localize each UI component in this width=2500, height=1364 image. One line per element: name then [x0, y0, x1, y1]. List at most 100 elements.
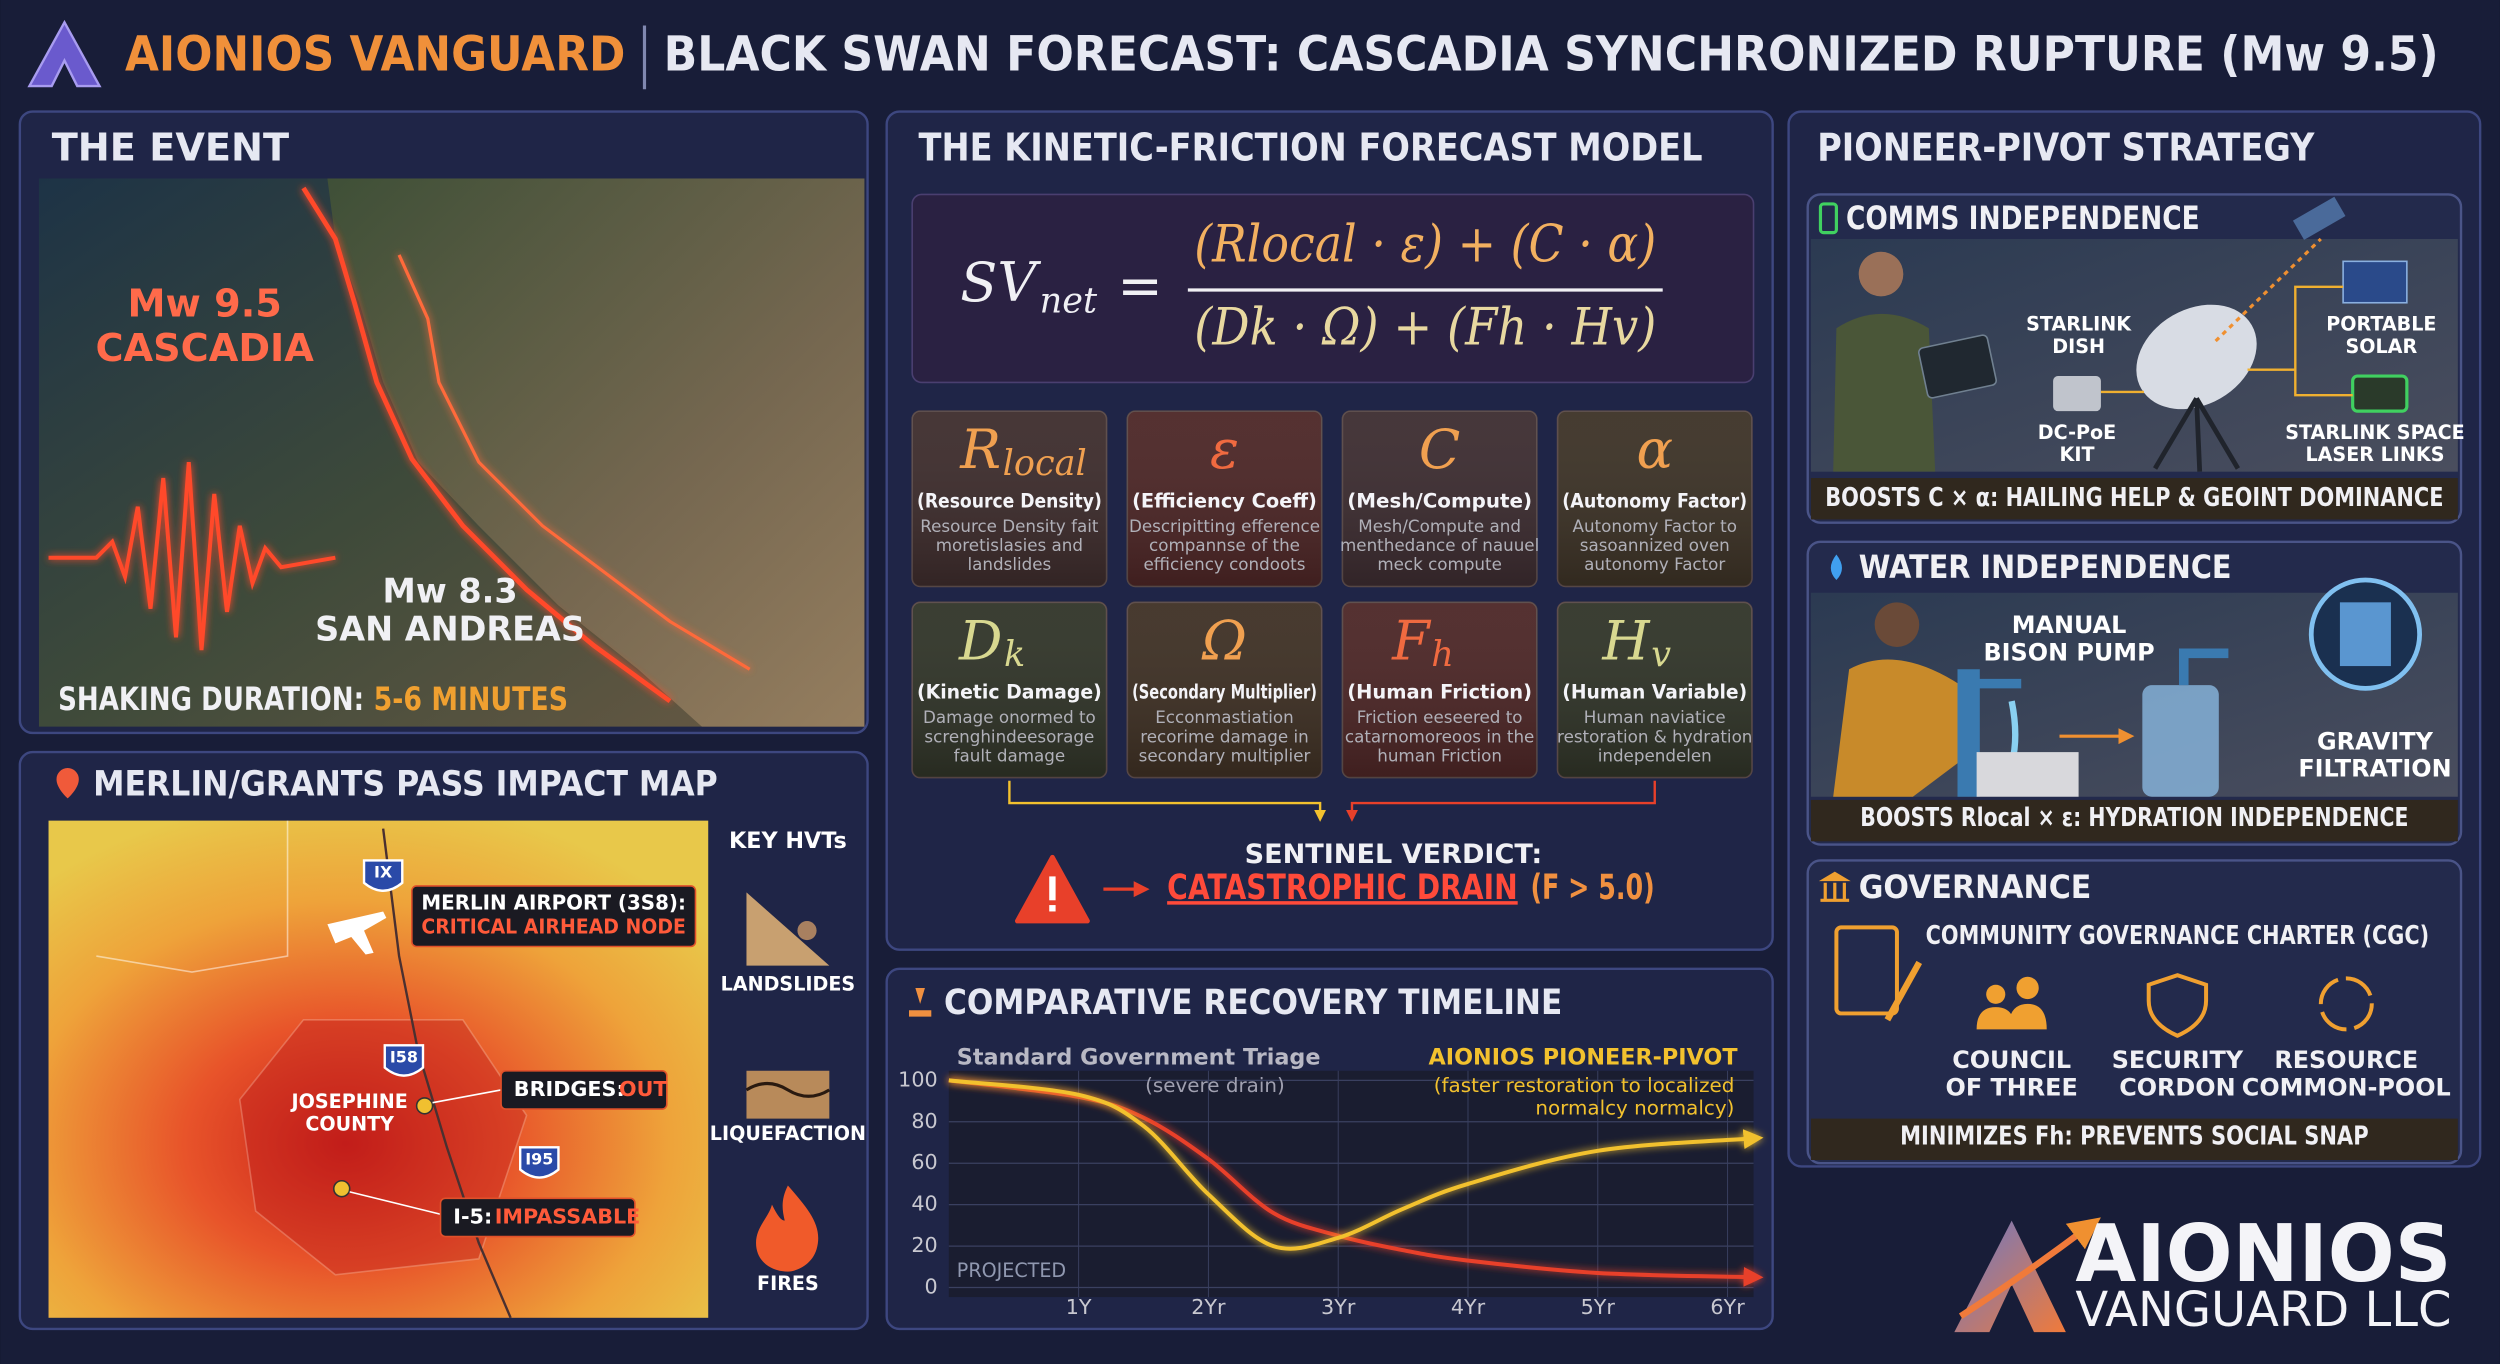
callout: [439, 1197, 636, 1238]
variable-desc: landslides: [968, 554, 1052, 574]
callout: [500, 1070, 668, 1110]
brand: AIONIOS VANGUARD: [125, 27, 625, 82]
card-sheen: [912, 411, 1107, 587]
panel-title: MERLIN/GRANTS PASS IMPACT MAP: [93, 764, 718, 805]
head: [2016, 976, 2039, 1000]
series-note: (faster restoration to localized: [1434, 1074, 1735, 1097]
person-body: [1833, 659, 1977, 797]
dish: [2136, 304, 2257, 410]
device-label: DC-PoE: [2038, 421, 2116, 444]
plane-icon: [327, 911, 387, 955]
warning-mark: [1049, 876, 1056, 901]
logo-suffix: VANGUARD LLC: [2075, 1283, 2451, 1338]
governance-card: [1806, 859, 2463, 1165]
poe-kit: [2053, 376, 2101, 412]
variable-desc: Friction eeseered to: [1357, 707, 1523, 727]
shield-label: IX: [374, 863, 392, 882]
panel-title: THE EVENT: [52, 126, 289, 170]
device-label: LASER LINKS: [2305, 443, 2444, 466]
variable-desc: Autonomy Factor to: [1573, 516, 1737, 536]
shield-label: I95: [525, 1150, 553, 1169]
tripod: [2153, 397, 2241, 472]
variable-desc: screnghindeesorage: [924, 726, 1094, 746]
variable-symbol: α: [1636, 418, 1673, 481]
variable-desc: autonomy Factor: [1584, 554, 1725, 574]
device-label: GRAVITY: [2317, 728, 2434, 756]
bucket: [1976, 752, 2079, 797]
landslide-icon: [746, 892, 830, 966]
variable-name: (Efficiency Coeff): [1132, 489, 1317, 512]
variable-desc: catarnomoreoos in the: [1345, 726, 1534, 746]
cables: [2100, 285, 2353, 397]
device-label: DISH: [2052, 335, 2105, 358]
device-label: FILTRATION: [2298, 755, 2451, 783]
card-sheen: [1342, 411, 1537, 587]
callout: [411, 885, 697, 948]
variable-desc: Human naviatice: [1584, 707, 1726, 727]
footer-bar: [1810, 1118, 2458, 1161]
council-icon: [1976, 1003, 2047, 1030]
card-sheen: [1342, 602, 1537, 778]
device-label: SOLAR: [2346, 335, 2418, 358]
variable-desc: independelen: [1598, 745, 1712, 765]
duration-label: SHAKING DURATION:: [58, 680, 364, 718]
section-title: WATER INDEPENDENCE: [1859, 548, 2232, 586]
variable-desc: human Friction: [1377, 745, 1502, 765]
flow-arrow: [1008, 780, 1327, 822]
timeline-icon: [909, 987, 932, 1017]
variable-name: (Resource Density): [917, 489, 1102, 512]
glass: [2339, 602, 2391, 667]
x-tick-label: 5Yr: [1581, 1295, 1616, 1319]
y-tick-label: 80: [911, 1109, 937, 1133]
callout-label: MERLIN AIRPORT (3S8):: [421, 890, 686, 914]
person-body: [1833, 313, 1936, 472]
cascadia-fault: [301, 186, 672, 704]
variable-desc: recorime damage in: [1140, 726, 1308, 746]
variable-name: (Secondary Multiplier): [1132, 681, 1317, 704]
legend-label: AIONIOS PIONEER-PIVOT: [1429, 1045, 1739, 1071]
logo-swoosh: [1958, 1217, 2101, 1319]
y-tick-label: 0: [924, 1275, 937, 1299]
drop-icon: [1830, 554, 1842, 581]
variable-desc: Descripitting efference: [1129, 516, 1320, 536]
callout-status: CRITICAL AIRHEAD NODE: [421, 914, 686, 938]
section-title: COMMS INDEPENDENCE: [1846, 199, 2200, 237]
road: [381, 828, 512, 1319]
shield-label: I58: [390, 1048, 418, 1067]
duration-value: 5-6 MINUTES: [374, 680, 568, 718]
card-sheen: [1557, 602, 1752, 778]
charter: COMMUNITY GOVERNANCE CHARTER (CGC): [1926, 921, 2430, 951]
san-andreas-fault: [397, 254, 751, 671]
page-title: BLACK SWAN FORECAST: CASCADIA SYNCHRONIZ…: [664, 27, 2439, 82]
variable-desc: compannse of the: [1149, 535, 1300, 555]
variable-desc: secondary multiplier: [1139, 745, 1311, 765]
legend-label: Standard Government Triage: [957, 1045, 1321, 1071]
shield-icon: [2146, 973, 2209, 1038]
filter-tank: [2142, 685, 2219, 797]
variable-name: (Human Friction): [1347, 681, 1532, 704]
variable-desc: fault damage: [954, 745, 1066, 765]
variable-symbol: D: [958, 609, 1002, 672]
y-tick-label: 100: [898, 1067, 938, 1091]
governance-item: COMMON-POOL: [2242, 1073, 2451, 1101]
x-tick-label: 3Yr: [1321, 1295, 1356, 1319]
flow-arrow: [1346, 780, 1656, 822]
variable-subscript: h: [1431, 634, 1454, 675]
pump-handle: [2178, 648, 2229, 686]
series-note: (severe drain): [1145, 1074, 1285, 1097]
panel-title: PIONEER-PIVOT STRATEGY: [1817, 126, 2315, 170]
device-label: BISON PUMP: [1983, 638, 2154, 666]
highway-shield: [362, 859, 404, 892]
x-tick-label: 2Yr: [1191, 1295, 1226, 1319]
person-head: [1858, 251, 1904, 297]
pump: [1957, 669, 2022, 797]
variable-desc: efficiency condoots: [1144, 554, 1306, 574]
wave: [745, 1081, 831, 1098]
series-line: [948, 1078, 1764, 1251]
leader: [349, 1191, 441, 1215]
person-head: [1874, 602, 1920, 647]
variable-subscript: k: [1004, 634, 1025, 675]
device-label: STARLINK: [2026, 313, 2132, 336]
callout-label: BRIDGES:: [514, 1077, 625, 1101]
panel-title: THE KINETIC-FRICTION FORECAST MODEL: [919, 126, 1703, 170]
